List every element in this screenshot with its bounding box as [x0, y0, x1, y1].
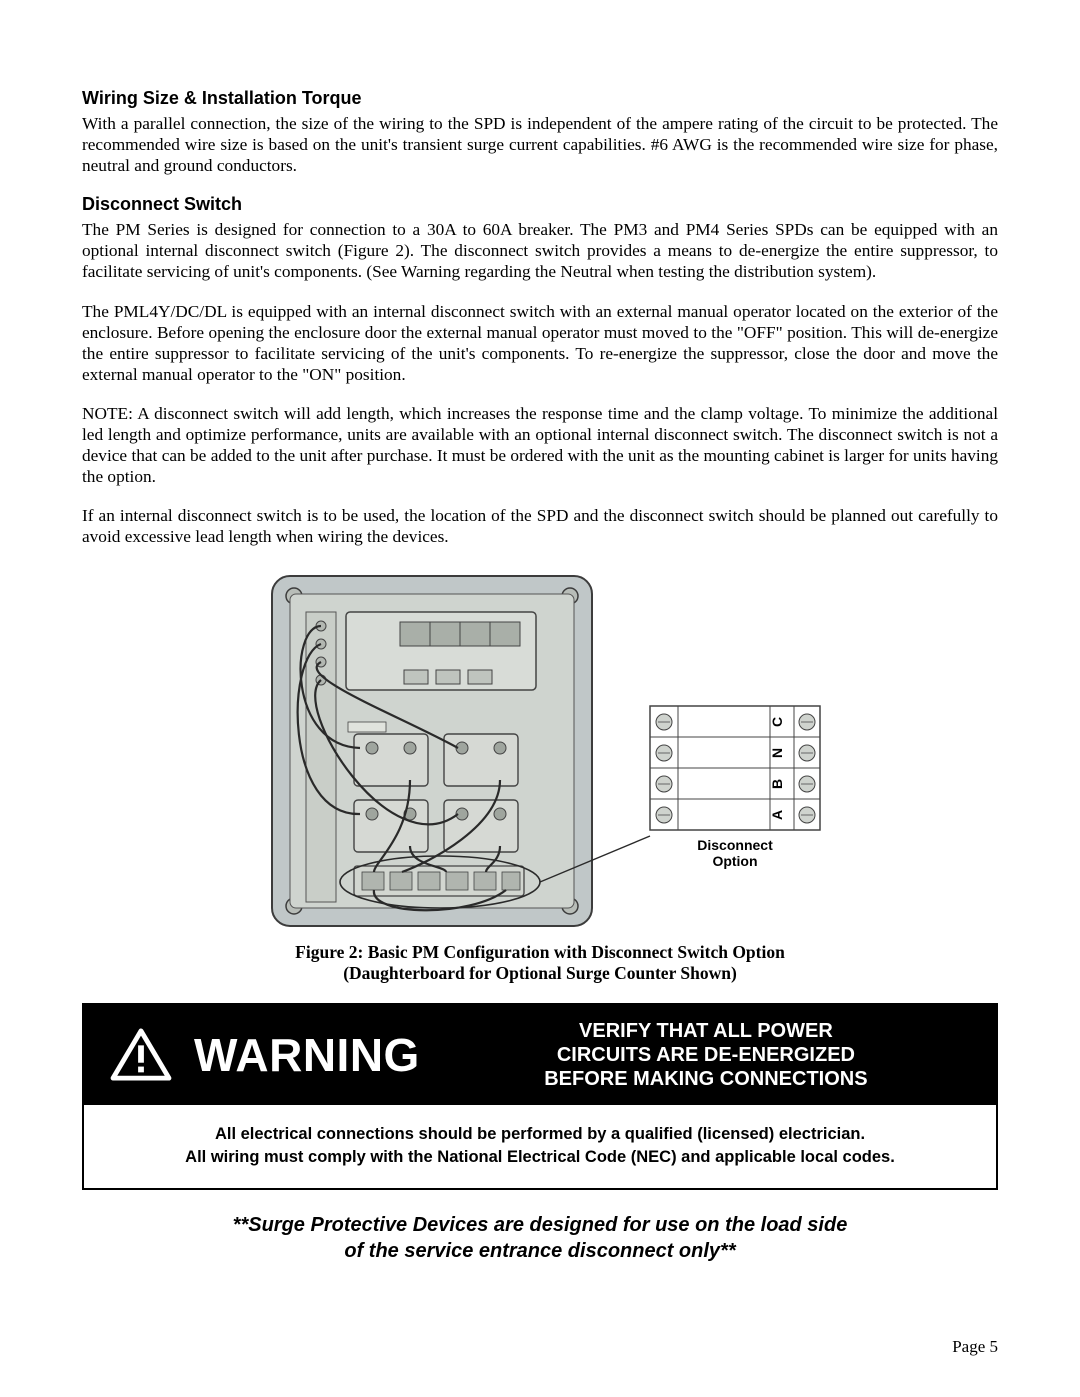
svg-text:B: B — [769, 778, 785, 788]
output-terminal-block: C N B A — [650, 706, 820, 830]
para-disconnect-2: The PML4Y/DC/DL is equipped with an inte… — [82, 301, 998, 385]
figure-caption-line1: Figure 2: Basic PM Configuration with Di… — [295, 942, 785, 962]
figure-caption: Figure 2: Basic PM Configuration with Di… — [82, 942, 998, 986]
para-disconnect-3: NOTE: A disconnect switch will add lengt… — [82, 403, 998, 487]
warning-header: WARNING VERIFY THAT ALL POWER CIRCUITS A… — [84, 1005, 996, 1105]
para-wiring-1: With a parallel connection, the size of … — [82, 113, 998, 176]
svg-text:C: C — [769, 716, 785, 726]
para-disconnect-4: If an internal disconnect switch is to b… — [82, 505, 998, 547]
callout-label-1: Disconnect — [697, 837, 773, 853]
figure-2: C N B A Disconnect Option — [250, 566, 830, 936]
figure-caption-line2: (Daughterboard for Optional Surge Counte… — [343, 963, 737, 983]
warning-box: WARNING VERIFY THAT ALL POWER CIRCUITS A… — [82, 1003, 998, 1190]
heading-disconnect: Disconnect Switch — [82, 194, 998, 215]
footer-note: **Surge Protective Devices are designed … — [82, 1212, 998, 1264]
page-number: Page 5 — [952, 1337, 998, 1357]
svg-text:N: N — [769, 747, 785, 757]
warning-right-text: VERIFY THAT ALL POWER CIRCUITS ARE DE-EN… — [442, 1019, 970, 1091]
page: Wiring Size & Installation Torque With a… — [0, 0, 1080, 1397]
warning-word: WARNING — [194, 1028, 420, 1082]
callout-label-2: Option — [712, 853, 757, 869]
wiring-diagram-svg: C N B A Disconnect Option — [250, 566, 830, 936]
heading-wiring: Wiring Size & Installation Torque — [82, 88, 998, 109]
warning-body: All electrical connections should be per… — [84, 1105, 996, 1188]
para-disconnect-1: The PM Series is designed for connection… — [82, 219, 998, 282]
svg-text:A: A — [769, 809, 785, 819]
warning-triangle-icon — [110, 1028, 172, 1082]
